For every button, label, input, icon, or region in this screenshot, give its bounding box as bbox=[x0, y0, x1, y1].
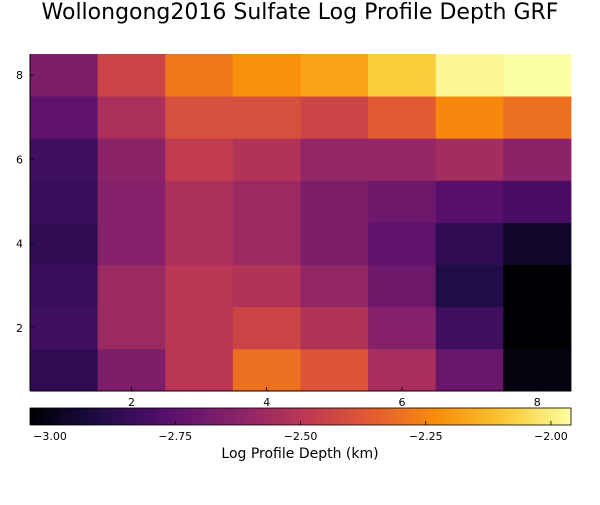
heatmap-cell bbox=[300, 222, 369, 266]
y-axis-ticks: 2 4 6 8 bbox=[16, 69, 34, 335]
x-tick-label: 6 bbox=[398, 396, 405, 409]
y-tick-label: 2 bbox=[16, 322, 23, 335]
heatmap-cell bbox=[300, 96, 369, 139]
heatmap-cell bbox=[300, 306, 369, 350]
heatmap-cell bbox=[503, 96, 572, 139]
heatmap-cell bbox=[97, 180, 166, 223]
heatmap-cell bbox=[165, 264, 234, 308]
heatmap-cell bbox=[30, 264, 99, 308]
heatmap-cell bbox=[30, 96, 99, 139]
heatmap-cell bbox=[435, 138, 504, 181]
heatmap-cell bbox=[503, 180, 572, 223]
heatmap-cell bbox=[165, 180, 234, 223]
colorbar-tick-label: −2.00 bbox=[534, 430, 568, 443]
heatmap-cell bbox=[503, 264, 572, 308]
heatmap-cell bbox=[232, 180, 301, 223]
heatmap-cell bbox=[97, 348, 166, 392]
heatmap-cell bbox=[368, 264, 437, 308]
heatmap-cell bbox=[300, 264, 369, 308]
heatmap-cell bbox=[30, 54, 99, 97]
colorbar-tick-label: −3.00 bbox=[33, 430, 67, 443]
heatmap-cell bbox=[368, 348, 437, 392]
heatmap-cell bbox=[30, 222, 99, 266]
x-tick-label: 2 bbox=[128, 396, 135, 409]
heatmap-cell bbox=[503, 348, 572, 392]
heatmap-cell bbox=[435, 222, 504, 266]
heatmap-cells bbox=[30, 54, 572, 392]
colorbar-tick-label: −2.75 bbox=[158, 430, 192, 443]
heatmap-cell bbox=[30, 306, 99, 350]
y-tick-label: 4 bbox=[16, 238, 23, 251]
colorbar-ticks: −3.00 −2.75 −2.50 −2.25 −2.00 bbox=[33, 421, 568, 443]
x-tick-label: 4 bbox=[263, 396, 270, 409]
heatmap-cell bbox=[503, 54, 572, 97]
heatmap-cell bbox=[165, 222, 234, 266]
heatmap-cell bbox=[232, 54, 301, 97]
heatmap-cell bbox=[97, 306, 166, 350]
heatmap-cell bbox=[232, 96, 301, 139]
heatmap-cell bbox=[503, 306, 572, 350]
heatmap-cell bbox=[97, 138, 166, 181]
heatmap-cell bbox=[165, 138, 234, 181]
y-tick-label: 8 bbox=[16, 69, 23, 82]
heatmap-cell bbox=[165, 306, 234, 350]
heatmap-cell bbox=[97, 54, 166, 97]
heatmap-cell bbox=[368, 96, 437, 139]
heatmap-cell bbox=[232, 222, 301, 266]
heatmap-cell bbox=[368, 54, 437, 97]
colorbar-label: Log Profile Depth (km) bbox=[221, 446, 378, 462]
heatmap-cell bbox=[435, 264, 504, 308]
x-axis-ticks: 2 4 6 8 bbox=[128, 387, 541, 409]
heatmap-cell bbox=[368, 138, 437, 181]
heatmap-cell bbox=[368, 306, 437, 350]
heatmap-cell bbox=[165, 348, 234, 392]
heatmap-cell bbox=[300, 348, 369, 392]
heatmap-cell bbox=[165, 54, 234, 97]
heatmap-cell bbox=[300, 54, 369, 97]
heatmap-cell bbox=[368, 180, 437, 223]
heatmap-cell bbox=[435, 348, 504, 392]
heatmap-cell bbox=[30, 138, 99, 181]
heatmap-cell bbox=[435, 54, 504, 97]
heatmap-cell bbox=[503, 222, 572, 266]
chart-title: Wollongong2016 Sulfate Log Profile Depth… bbox=[42, 0, 559, 25]
heatmap-cell bbox=[97, 264, 166, 308]
heatmap-cell bbox=[300, 138, 369, 181]
heatmap-cell bbox=[232, 306, 301, 350]
heatmap-cell bbox=[435, 180, 504, 223]
heatmap-cell bbox=[30, 180, 99, 223]
heatmap-cell bbox=[435, 96, 504, 139]
heatmap-cell bbox=[97, 96, 166, 139]
colorbar-tick-label: −2.25 bbox=[409, 430, 443, 443]
heatmap-cell bbox=[232, 264, 301, 308]
heatmap-cell bbox=[503, 138, 572, 181]
y-tick-label: 6 bbox=[16, 153, 23, 166]
heatmap-cell bbox=[368, 222, 437, 266]
heatmap-cell bbox=[97, 222, 166, 266]
heatmap-cell bbox=[30, 348, 99, 392]
heatmap-cell bbox=[165, 96, 234, 139]
heatmap-cell bbox=[232, 348, 301, 392]
heatmap-cell bbox=[300, 180, 369, 223]
colorbar-tick-label: −2.50 bbox=[284, 430, 318, 443]
plot-axes bbox=[29, 54, 571, 392]
heatmap-cell bbox=[435, 306, 504, 350]
x-tick-label: 8 bbox=[534, 396, 541, 409]
heatmap-cell bbox=[232, 138, 301, 181]
